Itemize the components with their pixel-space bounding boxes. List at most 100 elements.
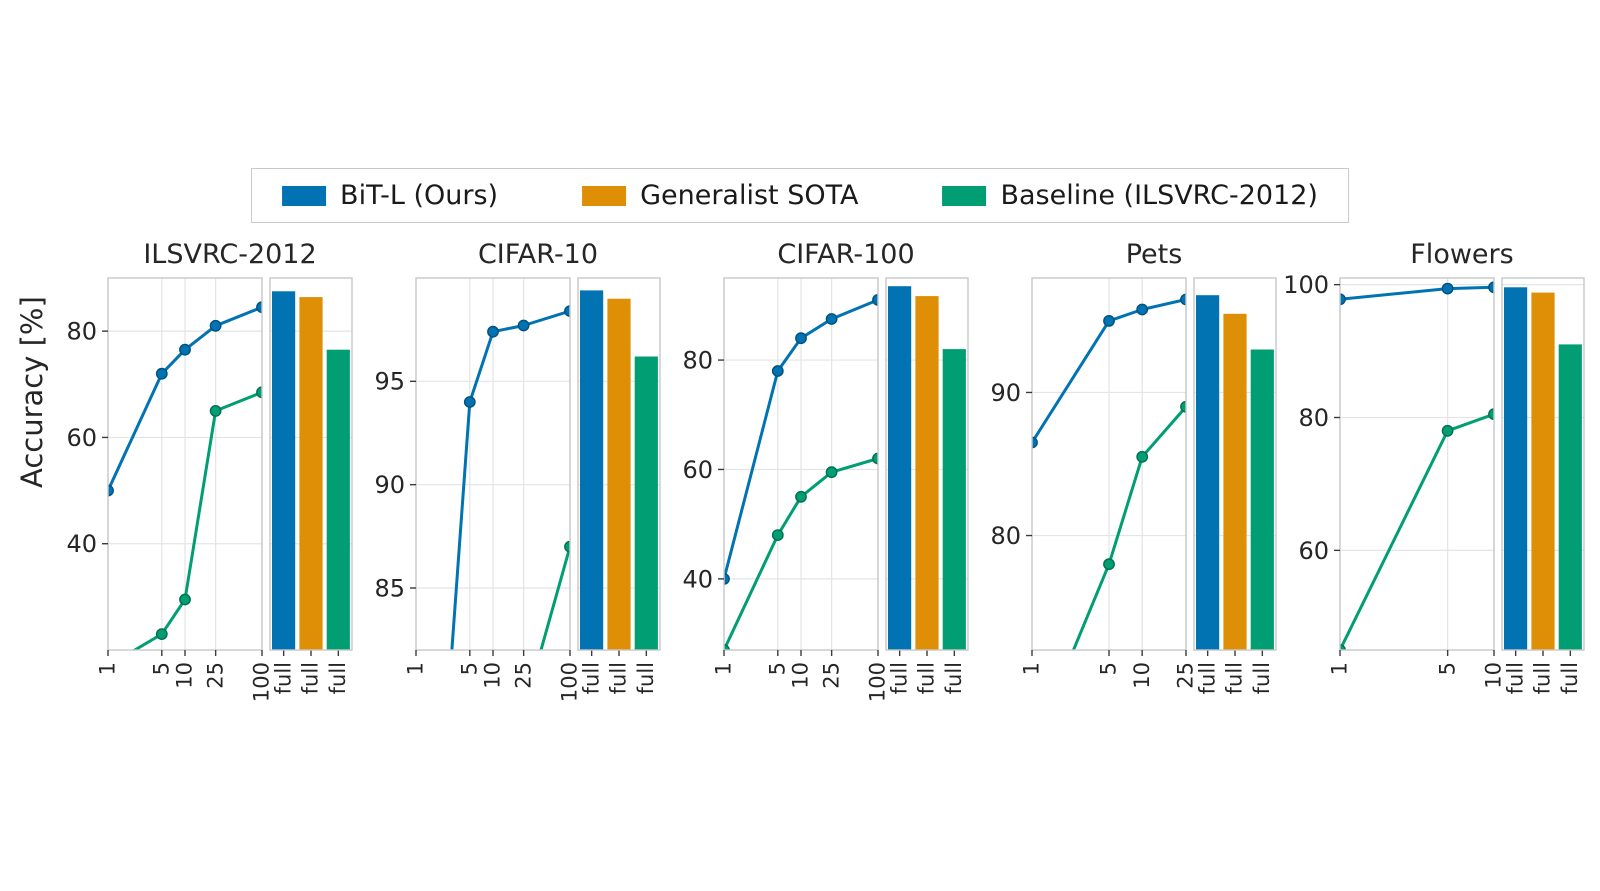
series-marker-bit_l [724,573,730,585]
xtick-label-full: full [915,662,939,694]
series-marker-baseline [1441,424,1454,437]
xtick-label: 5 [458,662,482,675]
legend-item-generalist-sota: Generalist SOTA [582,180,858,211]
bar-sota [1531,292,1555,650]
bar-sota [915,296,939,650]
line-series-group [1340,281,1494,650]
series-marker-bit_l [256,301,262,314]
series-marker-bit_l [463,396,476,408]
xtick-label: 10 [789,662,813,689]
series-line-bit_l [1032,298,1186,444]
series-marker-baseline [209,404,222,417]
series-marker-bit_l [1180,293,1186,306]
line-subplot: 40 60 80 1 5 10 25 100 [66,277,274,702]
series-line-bit_l [1340,285,1494,301]
xtick-label: 10 [481,662,505,689]
ytick-label: 40 [682,565,713,593]
series-line-baseline [1071,405,1186,650]
bar-subplot: full full full [885,277,969,694]
legend-swatch-baseline [942,185,987,206]
legend-label-baseline: Baseline (ILSVRC-2012) [1000,180,1318,211]
series-marker-baseline [1180,400,1186,413]
series-marker-baseline [518,707,528,714]
series-marker-bit_l [179,343,191,356]
xtick-label: 100 [250,662,274,702]
ytick-label: 60 [682,456,713,484]
series-marker-bit_l [1340,293,1346,306]
series-marker-baseline [256,386,262,399]
bar-subplot: full full full [1193,277,1277,694]
legend-label-generalist-sota: Generalist SOTA [640,180,859,211]
bar-baseline [326,349,350,650]
xtick-label: 5 [150,662,174,675]
bar-subplot: full full full [577,277,661,694]
bar-baseline [942,349,966,650]
panel-title: Flowers [1410,239,1513,270]
xtick-label-full: full [1250,662,1274,694]
xtick-label: 5 [1097,662,1121,675]
xtick-label: 100 [866,662,890,702]
series-marker-bit_l [1032,436,1038,449]
bar-bit_l [580,290,604,650]
bar-subplot-border [577,277,661,651]
legend-swatch-generalist-sota [582,185,627,206]
chart-panels: ILSVRC-2012 40 60 80 1 5 10 25 100 full full full CI… [52,236,1592,714]
series-marker-bit_l [564,305,570,317]
bar-subplot: full full full [1501,277,1585,694]
bar-bit_l [1196,295,1220,650]
series-marker-bit_l [872,294,878,306]
legend-item-bit-l: BiT-L (Ours) [282,180,498,211]
xtick-label-full: full [1223,662,1247,694]
xtick-label: 10 [1130,662,1154,689]
xtick-label: 5 [766,662,790,675]
bar-subplot-border [1193,277,1277,651]
xtick-label: 10 [173,662,197,689]
line-series-group [1032,293,1186,650]
xtick-label: 25 [203,662,227,689]
panel-title: CIFAR-10 [478,239,598,270]
series-marker-bit_l [1488,281,1494,294]
y-axis-label: Accuracy [%] [15,296,49,488]
series-marker-baseline [1488,408,1494,421]
series-marker-baseline [564,540,570,553]
xtick-label-full: full [1195,662,1219,694]
xtick-label-full: full [607,662,631,694]
series-marker-bit_l [795,332,807,345]
line-series-group [450,305,570,714]
line-subplot: 60 80 100 1 5 10 [1284,271,1506,689]
xtick-label: 1 [1328,662,1352,675]
xtick-label: 1 [96,662,120,675]
series-marker-bit_l [487,325,499,338]
xtick-label-full: full [1531,662,1555,694]
line-subplot: 85 90 95 1 5 10 25 100 [374,277,582,714]
xtick-label: 1 [404,662,428,675]
xtick-label: 25 [1174,662,1198,689]
series-marker-bit_l [825,313,838,325]
series-marker-bit_l [1441,282,1454,295]
bar-bit_l [272,291,296,650]
ytick-label: 95 [374,368,405,396]
ytick-label: 80 [990,522,1021,550]
xtick-label-full: full [326,662,350,694]
bar-bit_l [1504,287,1528,650]
xtick-label-full: full [1503,662,1527,694]
ytick-label: 80 [682,346,713,374]
series-marker-baseline [825,466,838,479]
xtick-label-full: full [299,662,323,694]
xtick-label: 1 [1020,662,1044,675]
series-marker-baseline [1103,558,1115,571]
xtick-label-full: full [271,662,295,694]
legend: BiT-L (Ours) Generalist SOTA Baseline (I… [251,168,1349,223]
line-series-group [108,301,262,650]
series-marker-baseline [155,628,168,640]
series-marker-bit_l [771,365,784,377]
line-subplot: 80 90 1 5 10 25 [990,277,1198,689]
series-marker-bit_l [209,319,222,332]
ytick-label: 90 [374,471,405,499]
bar-subplot-border [885,277,969,651]
series-marker-baseline [872,452,878,465]
series-marker-baseline [179,593,191,606]
